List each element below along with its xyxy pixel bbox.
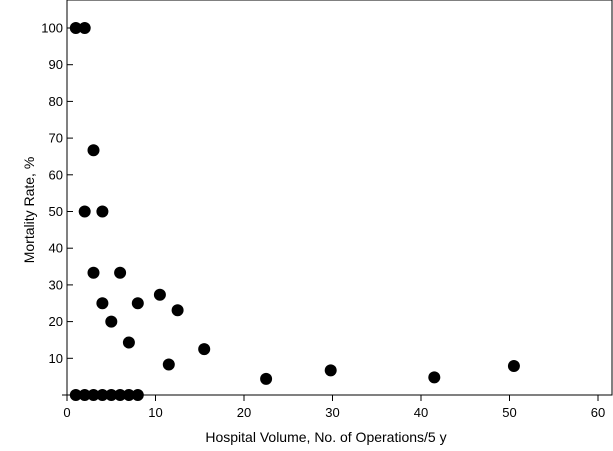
- x-tick-label: 60: [591, 405, 605, 420]
- data-point: [162, 358, 175, 371]
- y-tick-label: 10: [49, 351, 63, 366]
- data-point: [96, 389, 109, 401]
- data-point: [87, 144, 100, 157]
- y-tick-label: 90: [49, 57, 63, 72]
- data-point: [96, 297, 109, 310]
- x-axis: 0 10 20 30 40 50 60: [63, 395, 605, 420]
- data-point: [114, 266, 127, 279]
- data-point: [428, 371, 441, 384]
- data-point: [105, 315, 118, 328]
- data-point: [87, 266, 100, 279]
- x-tick-label: 40: [414, 405, 428, 420]
- data-point: [105, 389, 118, 401]
- data-point: [96, 205, 109, 218]
- x-tick-label: 0: [63, 405, 70, 420]
- y-axis-label: Mortality Rate, %: [21, 157, 37, 264]
- data-point: [78, 205, 91, 218]
- data-point: [171, 304, 184, 317]
- y-tick-label: 20: [49, 314, 63, 329]
- data-point: [131, 297, 144, 310]
- y-tick-label: 100: [41, 21, 63, 36]
- x-axis-label: Hospital Volume, No. of Operations/5 y: [205, 429, 446, 445]
- y-tick-label: 50: [49, 204, 63, 219]
- y-tick-label: 80: [49, 94, 63, 109]
- x-tick-label: 10: [148, 405, 162, 420]
- plot-frame: [66, 0, 613, 396]
- y-tick-label: 70: [49, 131, 63, 146]
- y-tick-label: 40: [49, 241, 63, 256]
- data-point: [78, 22, 91, 34]
- data-points: [69, 22, 520, 401]
- data-point: [507, 360, 520, 372]
- data-point: [122, 336, 135, 349]
- data-point: [122, 389, 135, 401]
- x-tick-label: 30: [325, 405, 339, 420]
- data-point: [324, 364, 337, 377]
- data-point: [153, 288, 166, 301]
- data-point: [78, 389, 91, 401]
- data-point: [198, 343, 211, 356]
- data-point: [260, 372, 273, 385]
- data-point: [69, 22, 82, 34]
- x-tick-label: 50: [502, 405, 516, 420]
- y-tick-label: 60: [49, 167, 63, 182]
- data-point: [131, 389, 144, 401]
- y-tick-label: 30: [49, 277, 63, 292]
- x-tick-label: 20: [237, 405, 251, 420]
- y-axis: 10 20 30 40 50 60 70 80 90 100: [41, 21, 73, 396]
- data-point: [114, 389, 127, 401]
- data-point: [69, 389, 82, 401]
- data-point: [87, 389, 100, 401]
